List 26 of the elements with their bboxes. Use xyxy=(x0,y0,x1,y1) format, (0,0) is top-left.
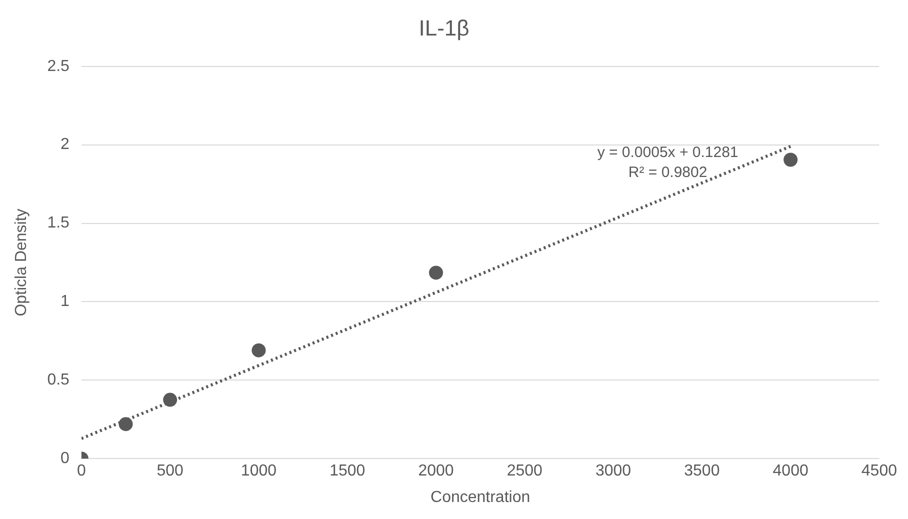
x-tick-label: 2000 xyxy=(418,462,454,480)
point xyxy=(163,392,178,407)
y-axis-title: Opticla Density xyxy=(13,208,30,316)
x-tick-label: 0 xyxy=(76,462,86,480)
x-axis-title: Concentration xyxy=(430,488,530,506)
annotation: y = 0.0005x + 0.1281 xyxy=(597,144,738,161)
x-tick-label: 1500 xyxy=(330,462,366,480)
point xyxy=(784,152,798,167)
x-tick-label: 4000 xyxy=(772,462,808,480)
y-tick-label: 0.5 xyxy=(47,372,70,389)
y-tick-label: 1 xyxy=(60,293,70,310)
x-tick-label: 2500 xyxy=(506,462,543,480)
chart-title: IL-1β xyxy=(418,15,470,40)
point xyxy=(429,266,444,280)
point xyxy=(118,417,133,432)
y-tick-label: 1.5 xyxy=(47,214,70,232)
x-tick-label: 4500 xyxy=(861,462,898,480)
x-tick-label: 1000 xyxy=(240,462,277,480)
point xyxy=(252,343,266,358)
x-tick-label: 3000 xyxy=(595,462,632,480)
y-tick-label: 0 xyxy=(60,450,70,468)
annotation: R² = 0.9802 xyxy=(628,164,708,181)
x-tick-label: 3500 xyxy=(684,462,720,480)
x-tick-label: 500 xyxy=(156,462,184,480)
y-tick-label: 2.5 xyxy=(47,58,70,75)
y-tick-label: 2 xyxy=(60,136,70,154)
